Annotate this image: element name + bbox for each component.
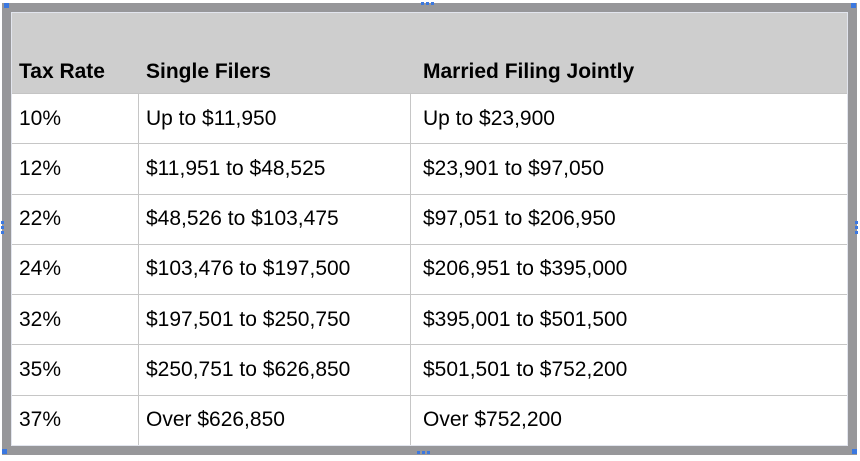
cell-rate[interactable]: 10% [12, 94, 139, 144]
table-row: 22% $48,526 to $103,475 $97,051 to $206,… [12, 194, 847, 245]
cell-married[interactable]: $97,051 to $206,950 [423, 207, 616, 231]
cell-married[interactable]: $395,001 to $501,500 [423, 307, 628, 331]
header-cell-tax-rate[interactable]: Tax Rate [19, 60, 105, 83]
selection-handle-left-center-icon[interactable] [1, 221, 4, 234]
cell-single[interactable]: Over $626,850 [139, 395, 411, 445]
selected-tax-table[interactable]: Tax Rate Single Filers Married Filing Jo… [2, 3, 857, 455]
selection-handle-top-left-icon[interactable] [4, 3, 9, 8]
table-row: 32% $197,501 to $250,750 $395,001 to $50… [12, 295, 847, 346]
cell-single[interactable]: Up to $11,950 [139, 94, 411, 144]
selection-handle-bottom-right-icon[interactable] [852, 449, 857, 454]
selection-handle-bottom-left-icon[interactable] [2, 449, 7, 454]
table-row: 24% $103,476 to $197,500 $206,951 to $39… [12, 244, 847, 296]
table-row: 35% $250,751 to $626,850 $501,501 to $75… [12, 345, 847, 396]
cell-single[interactable]: $48,526 to $103,475 [139, 194, 411, 244]
tax-table: Tax Rate Single Filers Married Filing Jo… [11, 12, 848, 446]
cell-single[interactable]: $197,501 to $250,750 [139, 295, 411, 345]
table-header-row: Tax Rate Single Filers Married Filing Jo… [12, 13, 847, 94]
selection-handle-bottom-center-icon[interactable] [417, 451, 430, 454]
cell-married[interactable]: $23,901 to $97,050 [423, 156, 605, 180]
cell-rate[interactable]: 32% [12, 295, 139, 345]
table-row: 37% Over $626,850 Over $752,200 [12, 395, 847, 445]
cell-married[interactable]: Up to $23,900 [423, 106, 555, 130]
cell-rate[interactable]: 24% [12, 244, 139, 295]
cell-single[interactable]: $11,951 to $48,525 [139, 144, 411, 194]
cell-rate[interactable]: 12% [12, 144, 139, 194]
cell-rate[interactable]: 22% [12, 194, 139, 244]
cell-rate[interactable]: 37% [12, 395, 139, 445]
cell-single[interactable]: $103,476 to $197,500 [139, 244, 411, 295]
header-cell-married-filing-jointly[interactable]: Married Filing Jointly [423, 60, 635, 83]
table-row: 10% Up to $11,950 Up to $23,900 [12, 94, 847, 145]
table-body: 10% Up to $11,950 Up to $23,900 12% $11,… [12, 94, 847, 445]
selection-handle-top-center-icon[interactable] [421, 2, 434, 5]
cell-married[interactable]: Over $752,200 [423, 408, 562, 432]
selection-handle-right-center-icon[interactable] [855, 221, 858, 234]
table-row: 12% $11,951 to $48,525 $23,901 to $97,05… [12, 144, 847, 195]
cell-rate[interactable]: 35% [12, 345, 139, 395]
header-cell-single-filers[interactable]: Single Filers [146, 60, 271, 83]
selection-handle-top-right-icon[interactable] [851, 3, 856, 8]
cell-married[interactable]: $206,951 to $395,000 [423, 257, 628, 281]
cell-single[interactable]: $250,751 to $626,850 [139, 345, 411, 395]
cell-married[interactable]: $501,501 to $752,200 [423, 358, 628, 382]
